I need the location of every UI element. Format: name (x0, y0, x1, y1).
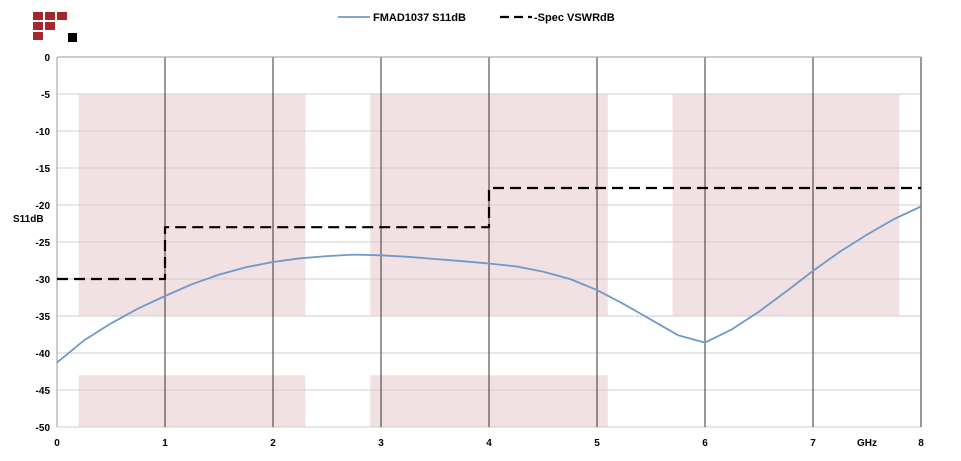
logo-square (33, 32, 43, 40)
y-tick-label: -45 (36, 386, 51, 397)
lower-band-0 (78, 375, 306, 427)
x-tick-label: 4 (486, 438, 492, 449)
series-line-1 (57, 186, 921, 281)
x-tick-label: 0 (54, 438, 60, 449)
x-tick-label: 7 (810, 438, 816, 449)
x-tick-label: 3 (378, 438, 384, 449)
grid-lines (56, 56, 922, 428)
logo-square (33, 22, 43, 30)
legend-label-spec-vswr: -Spec VSWRdB (534, 12, 615, 24)
legend-label-fmad1037: FMAD1037 S11dB (373, 12, 466, 24)
y-tick-label: -25 (36, 238, 51, 249)
y-tick-label: -30 (36, 275, 51, 286)
x-tick-label: 6 (702, 438, 708, 449)
x-tick-label: 2 (270, 438, 276, 449)
data-series (56, 186, 922, 364)
logo-square (33, 12, 43, 20)
y-axis-label: S11dB (13, 214, 44, 225)
logo-square (45, 12, 55, 20)
y-tick-label: -5 (41, 90, 50, 101)
y-tick-label: -40 (36, 349, 51, 360)
tick-labels: 0-5-10-15-20-25-30-35-40-45-500 1 2 3 4 5 6 7 8 (36, 53, 925, 449)
y-tick-label: -35 (36, 312, 51, 323)
logo-square (45, 22, 55, 30)
y-tick-label: -10 (36, 127, 51, 138)
series-line-0 (56, 205, 922, 364)
y-tick-label: -50 (36, 423, 51, 434)
red-black-squares-logo (33, 12, 77, 42)
y-tick-label: -15 (36, 164, 51, 175)
x-axis-unit: GHz (857, 438, 877, 449)
legend: FMAD1037 S11dB -Spec VSWRdB (338, 12, 615, 24)
logo-square (57, 12, 67, 20)
x-tick-label: 1 (162, 438, 168, 449)
x-tick-label: 5 (594, 438, 600, 449)
y-tick-label: -20 (36, 201, 51, 212)
logo-square (68, 33, 77, 42)
y-tick-label: 0 (44, 53, 50, 64)
x-tick-label: 8 (918, 438, 924, 449)
